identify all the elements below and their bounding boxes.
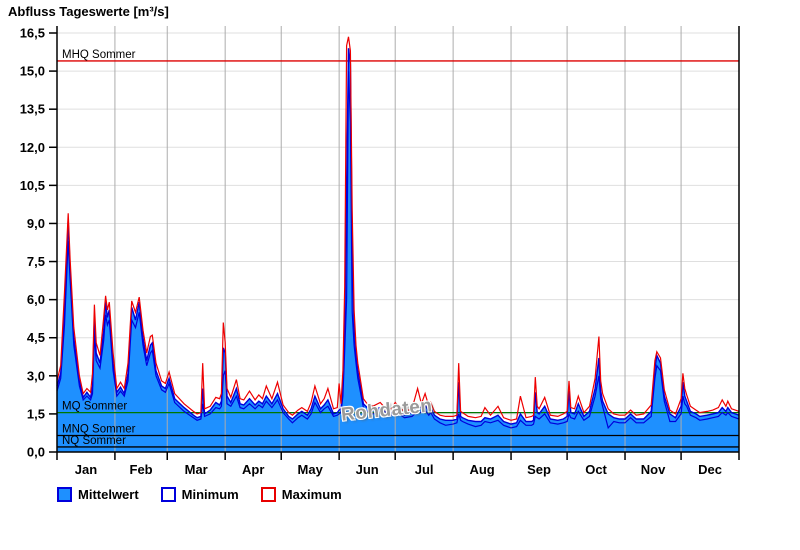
x-tick-label: Jul [415,462,434,477]
legend: Mittelwert Minimum Maximum [57,487,342,502]
x-tick-label: Apr [242,462,264,477]
y-tick-label: 0,0 [27,445,45,460]
y-tick-label: 16,5 [20,26,45,41]
y-tick-label: 13,5 [20,102,45,117]
x-tick-label: Dec [698,462,722,477]
y-tick-label: 1,5 [27,406,45,421]
ref-label-nq-sommer: NQ Sommer [62,435,126,447]
x-tick-label: Jan [75,462,97,477]
y-tick-label: 7,5 [27,254,45,269]
x-tick-label: May [298,462,324,477]
legend-label-maximum: Maximum [281,487,342,502]
y-tick-label: 15,0 [20,64,45,79]
mean-area [57,48,739,452]
min-line [56,71,740,430]
y-tick-label: 10,5 [20,178,45,193]
ref-label-mq-sommer: MQ Sommer [62,401,127,413]
x-tick-label: Sep [527,462,551,477]
y-tick-label: 9,0 [27,216,45,231]
x-tick-label: Jun [356,462,379,477]
ref-label-mnq-sommer: MNQ Sommer [62,423,136,435]
mean-line [56,48,740,425]
legend-item-minimum: Minimum [160,487,239,502]
legend-label-minimum: Minimum [181,487,239,502]
legend-label-mittelwert: Mittelwert [78,487,139,502]
x-tick-label: Feb [130,462,153,477]
y-tick-label: 6,0 [27,292,45,307]
x-tick-label: Mar [185,462,208,477]
max-line [56,36,740,421]
y-tick-label: 3,0 [27,368,45,383]
x-tick-label: Oct [585,462,607,477]
mean-swatch-icon [57,487,72,502]
max-swatch-icon [260,487,276,502]
ref-label-mhq-sommer: MHQ Sommer [62,49,136,61]
min-swatch-icon [160,487,176,502]
x-tick-label: Aug [469,462,494,477]
chart-title: Abfluss Tageswerte [m³/s] [8,4,169,19]
x-tick-label: Nov [641,462,666,477]
legend-item-mittelwert: Mittelwert [57,487,139,502]
y-tick-label: 4,5 [27,330,45,345]
y-tick-label: 12,0 [20,140,45,155]
legend-item-maximum: Maximum [260,487,342,502]
